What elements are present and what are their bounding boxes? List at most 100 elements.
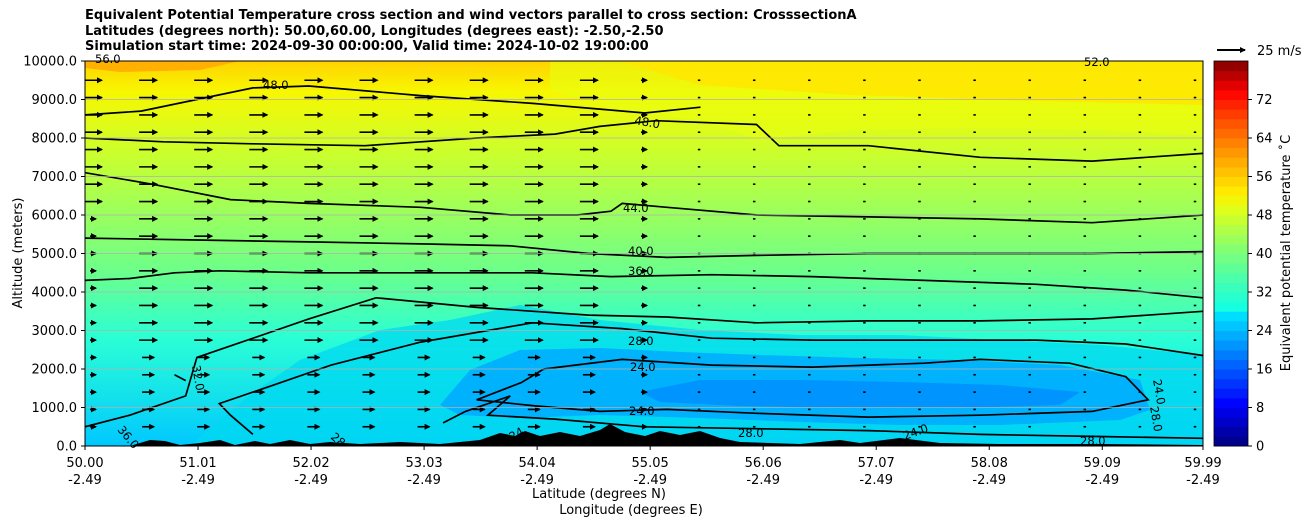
title-line-1: Equivalent Potential Temperature cross s… [85,8,857,23]
colorbar-segment [1214,253,1248,264]
colorbar-tick-7: 56 [1256,170,1273,185]
colorbar-segment [1214,349,1248,360]
colorbar-tick-3: 24 [1256,324,1273,339]
colorbar-segment [1214,378,1248,389]
y-tick-label-9: 9000.0 [32,93,78,108]
y-axis: 0.0 1000.0 2000.0 3000.0 4000.0 5000.0 6000.0 7… [23,55,85,455]
x-tick-lat-4: 54.04 [519,456,556,471]
colorbar-segment [1214,138,1248,149]
colorbar-segment [1214,205,1248,216]
orange-top [85,61,240,72]
contour-48-9 [85,85,701,116]
y-tick-label-6: 6000.0 [32,209,78,224]
contour-label-12: 28.0 [738,426,764,440]
colorbar-segment [1214,224,1248,235]
wind-key-label: 25 m/s [1257,44,1302,59]
x-axis: 50.00 -2.49 51.01 -2.49 52.02 -2.49 53.03 -2.49… [66,446,1222,488]
contour-label-18: 56.0 [95,52,121,66]
colorbar-segment [1214,118,1248,129]
title-line-3: Simulation start time: 2024-09-30 00:00:… [85,39,649,54]
colorbar-segment [1214,128,1248,139]
title-line-2: Latitudes (degrees north): 50.00,60.00, … [85,23,664,39]
contour-28-2 [442,395,1203,440]
contour-32-4 [174,374,187,382]
x-tick-lon-5: -2.49 [633,473,667,488]
contour-label-16: 28.0 [1147,405,1165,433]
y-tick-label-1: 1000.0 [32,401,78,416]
x-tick-lat-2: 52.02 [292,456,329,471]
colorbar-segment [1214,147,1248,158]
contour-label-8: 32.0 [189,364,207,392]
colorbar-segment [1214,89,1248,100]
x-tick-lat-10: 59.99 [1184,456,1221,471]
x-tick-lat-6: 56.06 [745,456,782,471]
colorbar-segment [1214,243,1248,254]
colorbar-segment [1214,80,1248,91]
contour-label-1: 48.0 [633,113,661,131]
colorbar-segment [1214,292,1248,303]
contour-label-13: 28.0 [1080,434,1106,448]
colorbar-segment [1214,61,1248,72]
x-tick-lat-9: 59.09 [1084,456,1121,471]
y-tick-label-0: 0.0 [56,440,77,455]
colorbar-segment [1214,282,1248,293]
colorbar-tick-0: 0 [1256,440,1264,455]
colorbar-tick-8: 64 [1256,132,1273,147]
contour-label-3: 40.0 [628,244,654,258]
colorbar-segment [1214,436,1248,447]
colorbar-segment [1214,166,1248,177]
x-tick-lon-8: -2.49 [972,473,1006,488]
contour-label-0: 48.0 [263,78,289,92]
chart-title: Equivalent Potential Temperature cross s… [85,8,857,55]
colorbar: 0 8 16 24 32 40 48 56 64 72 [1213,60,1273,455]
contour-label-5: 28.0 [628,334,654,348]
colorbar-segment [1214,417,1248,428]
wind-key: 25 m/s [1217,44,1302,59]
x-tick-lon-9: -2.49 [1085,473,1119,488]
x-tick-lat-0: 50.00 [66,456,103,471]
y-tick-label-8: 8000.0 [32,132,78,147]
x-tick-lat-7: 57.07 [858,456,895,471]
x-tick-lat-5: 55.05 [632,456,669,471]
colorbar-segment [1214,426,1248,437]
y-tick-label-4: 4000.0 [32,286,78,301]
x-tick-lat-3: 53.03 [405,456,442,471]
x-tick-lon-1: -2.49 [181,473,215,488]
x-axis-label-latitude: Latitude (degrees N) [532,487,666,502]
y-tick-label-3: 3000.0 [32,324,78,339]
colorbar-segment [1214,407,1248,418]
x-tick-lon-7: -2.49 [859,473,893,488]
cold-core-region [640,380,1080,408]
colorbar-tick-9: 72 [1256,93,1273,108]
colorbar-segment [1214,109,1248,120]
colorbar-segment [1214,397,1248,408]
x-axis-label-longitude: Longitude (degrees E) [559,503,703,518]
y-tick-label-10: 10000.0 [23,55,77,70]
colorbar-tick-1: 8 [1256,401,1264,416]
y-tick-label-5: 5000.0 [32,247,78,262]
y-axis-label: Altitude (meters) [11,198,26,309]
contour-lines [85,85,1203,440]
colorbar-segment [1214,340,1248,351]
colorbar-segment [1214,195,1248,206]
y-tick-label-2: 2000.0 [32,363,78,378]
colorbar-segment [1214,263,1248,274]
colorbar-segment [1214,215,1248,226]
colorbar-segment [1214,99,1248,110]
colorbar-segment [1214,176,1248,187]
contour-44-7 [85,171,1203,224]
x-tick-lon-4: -2.49 [520,473,554,488]
x-tick-lat-1: 51.01 [179,456,216,471]
contour-label-2: 44.0 [623,201,649,215]
contour-label-7: 24.0 [629,404,655,418]
yellow-top [620,61,1203,105]
x-tick-lon-10: -2.49 [1186,473,1220,488]
colorbar-segment [1214,70,1248,81]
colorbar-segment [1214,301,1248,312]
x-tick-lat-8: 58.08 [971,456,1008,471]
gridlines [85,99,1203,408]
contour-label-4: 36.0 [628,264,654,278]
colorbar-segment [1214,234,1248,245]
x-tick-lon-0: -2.49 [68,473,102,488]
contour-48-8 [85,119,1203,162]
